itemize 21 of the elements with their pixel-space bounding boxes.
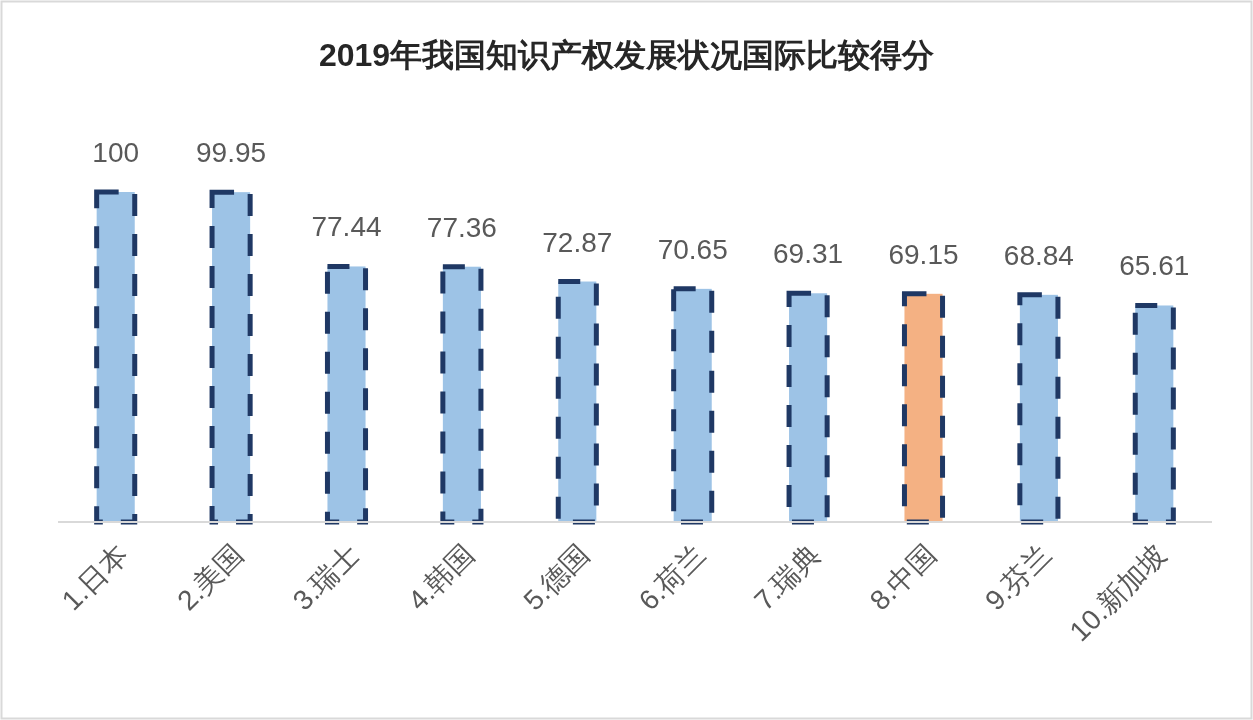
x-tick-label: 8.中国 (863, 538, 942, 617)
data-label: 77.44 (311, 211, 382, 243)
x-tick-label: 10.新加坡 (1063, 538, 1173, 648)
x-tick-label: 7.瑞典 (748, 538, 827, 617)
data-label: 69.15 (888, 238, 959, 270)
data-label: 72.87 (542, 226, 613, 258)
x-tick-label: 2.美国 (171, 538, 250, 617)
x-tick-label: 4.韩国 (402, 538, 481, 617)
data-label: 77.36 (426, 211, 497, 243)
x-tick-label: 3.瑞士 (286, 538, 365, 617)
x-tick-label: 5.德国 (517, 538, 596, 617)
x-tick-label: 6.荷兰 (632, 538, 711, 617)
x-tick-label: 9.芬兰 (979, 538, 1058, 617)
data-label: 68.84 (1003, 239, 1074, 271)
chart-title: 2019年我国知识产权发展状况国际比较得分 (318, 37, 935, 73)
data-label: 100 (92, 137, 140, 168)
data-label: 69.31 (773, 238, 844, 270)
data-label: 70.65 (657, 233, 728, 265)
data-label: 65.61 (1119, 250, 1190, 282)
data-label: 99.95 (196, 137, 267, 169)
x-tick-label: 1.日本 (55, 538, 134, 617)
